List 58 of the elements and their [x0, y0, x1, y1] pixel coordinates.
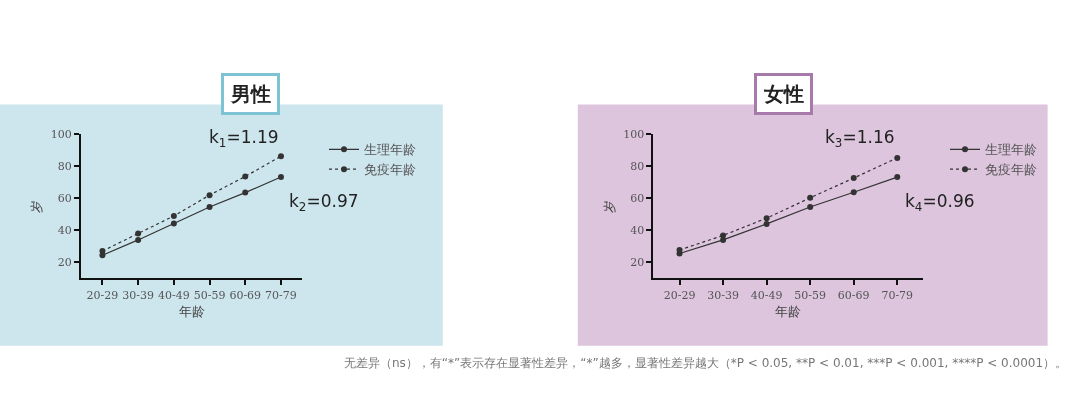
- point: [763, 220, 770, 227]
- point: [850, 175, 857, 182]
- point: [894, 174, 901, 181]
- x-axis-title: 年龄: [178, 303, 205, 319]
- point: [135, 236, 142, 243]
- y-tick-label: 80: [57, 160, 72, 174]
- x-tick-label: 40-49: [157, 288, 190, 302]
- y-tick-label: 100: [50, 128, 72, 142]
- x-tick-label: 50-59: [193, 288, 226, 302]
- y-tick-label: 60: [630, 192, 645, 206]
- annotation: k$_{2}$=0.97: [289, 191, 359, 214]
- x-axis-title: 年龄: [775, 303, 802, 319]
- x-tick-label: 40-49: [750, 288, 783, 302]
- y-tick-label: 20: [57, 256, 72, 270]
- x-tick-label: 70-79: [881, 288, 914, 302]
- chart-title: 男性: [230, 82, 271, 106]
- point: [807, 194, 814, 201]
- point: [720, 232, 727, 239]
- annotation: k$_{4}$=0.96: [905, 191, 975, 214]
- point: [135, 230, 142, 237]
- point: [807, 203, 814, 210]
- y-tick-label: 40: [57, 224, 72, 238]
- y-tick-label: 20: [630, 256, 645, 270]
- x-tick-label: 30-39: [122, 288, 154, 302]
- chart-title: 女性: [763, 82, 804, 106]
- point: [242, 189, 249, 196]
- point: [763, 215, 770, 222]
- point: [170, 212, 177, 219]
- legend-label: 生理年龄: [364, 142, 416, 158]
- legend-label: 免疫年龄: [364, 162, 416, 178]
- x-tick-label: 60-69: [229, 288, 262, 302]
- point: [170, 220, 177, 227]
- text: 无差异（ns），有“*”表示存在显著性差异，“*”越多，显著性差异越大（*P < 0.05, **P < 0.01, ***P < 0.001, ****P < 0.0001）。: [344, 356, 1068, 370]
- point: [206, 203, 213, 210]
- annotation: k$_{3}$=1.16: [825, 127, 895, 150]
- x-tick-label: 70-79: [265, 288, 297, 302]
- y-axis-title: 岁: [601, 199, 617, 213]
- y-axis-title: 岁: [29, 199, 45, 213]
- x-tick-label: 20-29: [663, 288, 696, 302]
- x-tick-label: 20-29: [86, 288, 119, 302]
- point: [676, 246, 683, 253]
- y-tick-label: 80: [630, 160, 645, 174]
- legend-label: 免疫年龄: [985, 162, 1037, 178]
- point: [720, 236, 727, 243]
- point: [277, 174, 284, 181]
- y-tick-label: 40: [630, 224, 645, 238]
- point: [277, 153, 284, 160]
- x-tick-label: 50-59: [794, 288, 827, 302]
- annotation: k$_{1}$=1.19: [209, 127, 279, 150]
- point: [206, 192, 213, 199]
- y-tick-label: 60: [57, 192, 72, 206]
- point: [850, 189, 857, 196]
- point: [894, 154, 901, 161]
- point: [242, 173, 249, 180]
- x-tick-label: 30-39: [707, 288, 739, 302]
- legend-label: 生理年龄: [985, 142, 1037, 158]
- y-tick-label: 100: [623, 128, 645, 142]
- x-tick-label: 60-69: [837, 288, 870, 302]
